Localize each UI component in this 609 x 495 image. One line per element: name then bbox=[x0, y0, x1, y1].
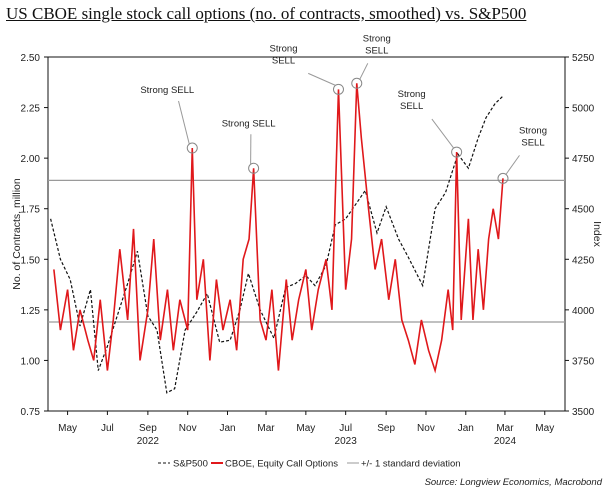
x-tick-label: Nov bbox=[179, 423, 197, 434]
annotation-label: Strong bbox=[363, 33, 391, 44]
x-year-label: 2022 bbox=[137, 436, 160, 447]
annotation-leader bbox=[505, 155, 520, 175]
x-tick-label: May bbox=[535, 423, 554, 434]
y-tick-label: 1.75 bbox=[21, 205, 41, 216]
annotation-label: Strong SELL bbox=[222, 118, 276, 129]
y-tick-label: 1.25 bbox=[21, 306, 41, 317]
x-tick-label: Jan bbox=[219, 423, 235, 434]
sp500-line bbox=[50, 95, 505, 394]
y-tick-label: 2.25 bbox=[21, 104, 41, 115]
annotation-leader bbox=[178, 100, 190, 145]
x-tick-label: Mar bbox=[496, 423, 514, 434]
y2-axis-label: Index bbox=[591, 221, 603, 247]
x-tick-label: May bbox=[296, 423, 315, 434]
y2-tick-label: 4250 bbox=[572, 255, 595, 266]
annotation-circle bbox=[497, 172, 509, 184]
y-tick-label: 1.50 bbox=[21, 255, 41, 266]
y2-tick-label: 5000 bbox=[572, 104, 595, 115]
annotation-label: SELL bbox=[272, 55, 295, 66]
annotation-leader bbox=[359, 63, 369, 80]
y-axis-label: No. of Contracts, million bbox=[11, 178, 23, 290]
annotation-label: Strong bbox=[269, 43, 297, 54]
annotation-leader bbox=[308, 72, 336, 86]
annotation-circle bbox=[351, 77, 363, 89]
annotation-circle bbox=[451, 146, 463, 158]
x-tick-label: May bbox=[58, 423, 77, 434]
legend-label-sp500: S&P500 bbox=[173, 459, 208, 470]
y-tick-label: 2.50 bbox=[21, 53, 41, 64]
y2-tick-label: 4000 bbox=[572, 306, 595, 317]
annotation-circle bbox=[248, 162, 260, 174]
source-note: Source: Longview Economics, Macrobond bbox=[425, 477, 603, 488]
x-tick-label: Jan bbox=[458, 423, 474, 434]
annotation-leader bbox=[431, 118, 455, 149]
y-tick-label: 0.75 bbox=[21, 407, 41, 418]
x-tick-label: Sep bbox=[139, 423, 157, 434]
y2-tick-label: 3750 bbox=[572, 356, 595, 367]
cboe-line bbox=[53, 83, 504, 374]
y-tick-label: 2.00 bbox=[21, 154, 41, 165]
x-year-label: 2023 bbox=[335, 436, 358, 447]
y-tick-label: 1.00 bbox=[21, 356, 41, 367]
y2-tick-label: 4750 bbox=[572, 154, 595, 165]
annotation-label: SELL bbox=[365, 45, 388, 56]
x-tick-label: Mar bbox=[257, 423, 275, 434]
annotation-label: SELL bbox=[400, 101, 423, 112]
legend-label-std: +/- 1 standard deviation bbox=[361, 459, 461, 470]
annotation-circle bbox=[186, 142, 198, 154]
annotation-circle bbox=[332, 83, 344, 95]
plot-frame bbox=[47, 56, 566, 412]
y2-tick-label: 4500 bbox=[572, 205, 595, 216]
annotation-label: SELL bbox=[521, 137, 544, 148]
x-tick-label: Jul bbox=[339, 423, 352, 434]
annotation-label: Strong SELL bbox=[140, 85, 194, 96]
x-year-label: 2024 bbox=[494, 436, 517, 447]
x-tick-label: Sep bbox=[377, 423, 395, 434]
y2-tick-label: 5250 bbox=[572, 53, 595, 64]
x-tick-label: Nov bbox=[417, 423, 435, 434]
y2-tick-label: 3500 bbox=[572, 407, 595, 418]
annotation-label: Strong bbox=[519, 125, 547, 136]
x-tick-label: Jul bbox=[101, 423, 114, 434]
legend-label-cboe: CBOE, Equity Call Options bbox=[225, 459, 338, 470]
annotation-label: Strong bbox=[398, 89, 426, 100]
chart-title: US CBOE single stock call options (no. o… bbox=[6, 4, 527, 23]
